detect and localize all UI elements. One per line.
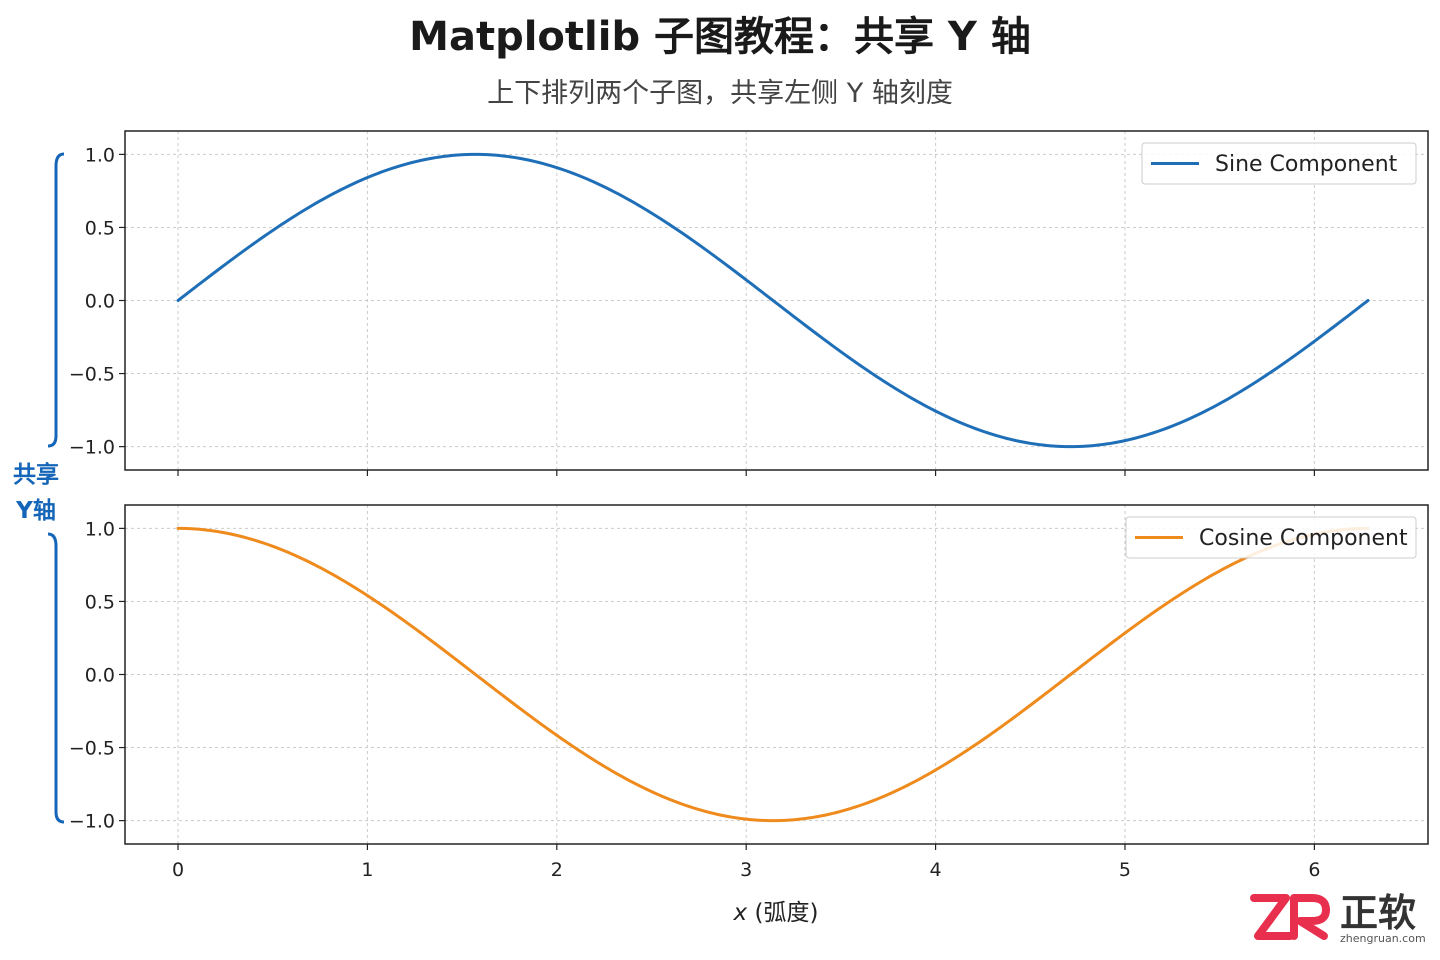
subplot-cosine: 1.0 0.5 0.0 −0.5 −1.0 0 1 2 3 4 5 6 Cosine Component (69, 504, 1429, 881)
y-tick-label: −1.0 (69, 811, 115, 833)
legend-box (1141, 142, 1417, 185)
logo-domain-text: zhengruan.com (1340, 932, 1426, 945)
chart-subtitle: 上下排列两个子图，共享左侧 Y 轴刻度 (487, 78, 953, 109)
zr-logo-icon (1250, 894, 1330, 940)
legend: Sine Component (1141, 142, 1417, 185)
subplot-sine: 1.0 0.5 0.0 −0.5 −1.0 Sine Component (69, 130, 1429, 476)
y-tick-label: −0.5 (69, 738, 115, 760)
x-tick-label: 4 (930, 859, 942, 881)
x-tick-label: 0 (172, 859, 184, 881)
y-tick-label: −0.5 (69, 364, 115, 386)
legend: Cosine Component (1125, 516, 1417, 559)
x-tick-label: 3 (740, 859, 752, 881)
y-tick-label: 0.0 (85, 291, 115, 313)
y-tick-label: 0.0 (85, 665, 115, 687)
y-tick-label: −1.0 (69, 437, 115, 459)
x-tick-label: 6 (1308, 859, 1320, 881)
series-line-cos (176, 526, 1370, 823)
shared-y-axis-annotation: 共享 Y轴 (13, 152, 65, 824)
x-tick-label: 1 (361, 859, 373, 881)
legend-box (1125, 516, 1417, 559)
legend-label: Sine Component (1215, 152, 1398, 177)
shared-brace-bottom (47, 532, 65, 824)
chart-title: Matplotlib 子图教程：共享 Y 轴 (409, 14, 1031, 60)
shared-label-line2: Y轴 (15, 497, 56, 524)
y-tick-label: 1.0 (85, 144, 115, 166)
x-tick-label: 5 (1119, 859, 1131, 881)
legend-label: Cosine Component (1199, 526, 1408, 551)
x-axis-label: x (弧度) (733, 900, 819, 926)
y-tick-label: 1.0 (85, 518, 115, 540)
x-tick-label: 2 (551, 859, 563, 881)
brand-logo: 正软 zhengruan.com (1250, 891, 1426, 945)
shared-label-line1: 共享 (13, 461, 59, 488)
shared-brace-top (47, 152, 65, 448)
logo-brand-text: 正软 (1340, 891, 1416, 935)
x-axis-unit: (弧度) (747, 900, 818, 926)
y-tick-label: 0.5 (85, 217, 115, 239)
x-axis-variable: x (733, 900, 748, 926)
series-line-sin (176, 152, 1370, 449)
y-tick-label: 0.5 (85, 591, 115, 613)
